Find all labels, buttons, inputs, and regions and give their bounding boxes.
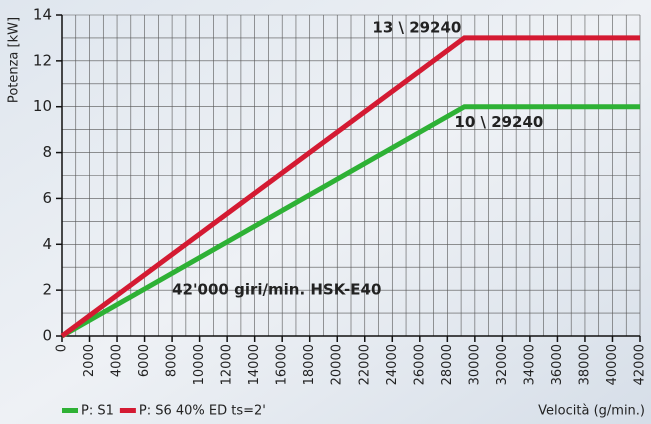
y-axis-label: Potenza [kW] [7, 17, 22, 103]
x-tick-label: 20000 [330, 344, 345, 385]
x-tick-label: 2000 [82, 344, 97, 377]
x-tick-label: 40000 [605, 344, 620, 385]
x-tick-label: 26000 [412, 344, 427, 385]
legend-swatch [119, 408, 136, 413]
y-tick-label: 6 [42, 189, 52, 207]
y-tick-label: 14 [33, 6, 52, 24]
x-tick-label: 32000 [495, 344, 510, 385]
annotation: 13 \ 29240 [372, 18, 461, 36]
x-tick-label: 10000 [192, 344, 207, 385]
y-tick-label: 10 [33, 97, 52, 115]
x-tick-label: 4000 [110, 344, 125, 377]
x-tick-label: 6000 [137, 344, 152, 377]
y-tick-label: 0 [42, 327, 52, 345]
x-tick-label: 12000 [220, 344, 235, 385]
series-line [60, 35, 640, 339]
x-tick-label: 28000 [440, 344, 455, 385]
x-tick-label: 18000 [302, 344, 317, 385]
y-tick-label: 8 [42, 143, 52, 161]
x-tick-label: 0 [55, 344, 70, 352]
annotation: 42'000 giri/min. HSK-E40 [172, 281, 381, 299]
x-tick-label: 24000 [385, 344, 400, 385]
x-tick-label: 8000 [165, 344, 180, 377]
legend-label: P: S1 [81, 404, 114, 419]
annotation: 10 \ 29240 [454, 113, 543, 131]
x-axis-label: Velocità (g/min.) [538, 404, 645, 419]
x-tick-label: 36000 [550, 344, 565, 385]
y-tick-label: 2 [42, 281, 52, 299]
x-tick-label: 38000 [577, 344, 592, 385]
x-tick-label: 42000 [633, 344, 648, 385]
legend-label: P: S6 40% ED ts=2' [139, 404, 266, 419]
x-tick-label: 16000 [275, 344, 290, 385]
x-tick-label: 34000 [522, 344, 537, 385]
x-tick-label: 30000 [467, 344, 482, 385]
legend-swatch [62, 408, 78, 413]
y-tick-label: 4 [42, 235, 52, 253]
series-line [60, 104, 640, 339]
x-tick-label: 14000 [247, 344, 262, 385]
x-tick-label: 22000 [357, 344, 372, 385]
y-tick-label: 12 [33, 51, 52, 69]
